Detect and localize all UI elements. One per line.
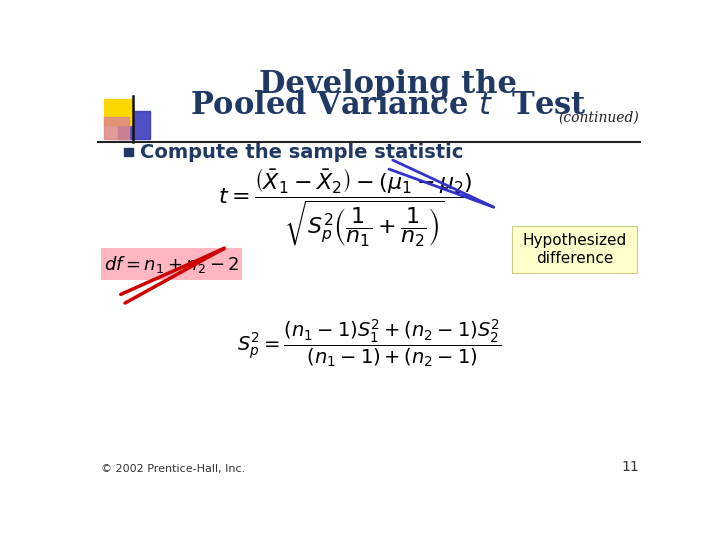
Bar (104, 117, 129, 139)
Text: Compute the sample statistic: Compute the sample statistic (140, 143, 463, 162)
Text: $df = n_1 + n_2 - 2$: $df = n_1 + n_2 - 2$ (104, 254, 239, 275)
Bar (124, 148, 132, 157)
Text: Hypothesized
difference: Hypothesized difference (522, 233, 626, 266)
Text: $t = \dfrac{\left(\bar{X}_1 - \bar{X}_2\right)-\left(\mu_1 - \mu_2\right)}{\sqrt: $t = \dfrac{\left(\bar{X}_1 - \bar{X}_2\… (217, 166, 474, 248)
FancyBboxPatch shape (101, 248, 242, 280)
Text: $S_p^2 = \dfrac{\left(n_1-1\right)S_1^2 + \left(n_2-1\right)S_2^2}{\left(n_1-1\r: $S_p^2 = \dfrac{\left(n_1-1\right)S_1^2 … (236, 318, 502, 369)
Text: Developing the: Developing the (259, 70, 518, 100)
Bar (104, 99, 133, 125)
Text: 11: 11 (621, 461, 639, 475)
Text: © 2002 Prentice-Hall, Inc.: © 2002 Prentice-Hall, Inc. (101, 464, 245, 475)
Text: (continued): (continued) (558, 111, 639, 125)
Text: Pooled Variance $t$  Test: Pooled Variance $t$ Test (190, 90, 587, 121)
Bar (118, 111, 150, 139)
FancyBboxPatch shape (513, 226, 637, 273)
